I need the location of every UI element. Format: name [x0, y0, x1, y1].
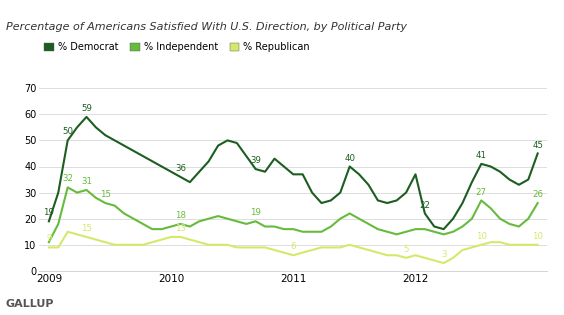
Text: 9: 9 — [46, 234, 51, 243]
Text: 5: 5 — [403, 245, 409, 254]
Text: 36: 36 — [175, 164, 186, 173]
Text: 32: 32 — [62, 175, 73, 183]
Legend: % Democrat, % Independent, % Republican: % Democrat, % Independent, % Republican — [45, 42, 310, 52]
Text: 50: 50 — [62, 128, 73, 136]
Text: 10: 10 — [476, 232, 487, 241]
Text: 10: 10 — [532, 232, 543, 241]
Text: GALLUP: GALLUP — [6, 299, 54, 309]
Text: 15: 15 — [81, 224, 92, 233]
Text: 31: 31 — [81, 177, 92, 186]
Text: 3: 3 — [441, 250, 447, 259]
Text: 41: 41 — [476, 151, 487, 160]
Text: 22: 22 — [420, 201, 430, 209]
Text: 19: 19 — [43, 209, 54, 217]
Text: 19: 19 — [250, 209, 261, 217]
Text: 40: 40 — [344, 154, 355, 163]
Text: 45: 45 — [532, 140, 543, 150]
Text: 13: 13 — [175, 224, 186, 233]
Text: 15: 15 — [100, 190, 111, 199]
Text: 18: 18 — [175, 211, 186, 220]
Text: 59: 59 — [81, 104, 92, 113]
Text: 39: 39 — [250, 156, 261, 165]
Text: 6: 6 — [290, 242, 296, 251]
Text: 27: 27 — [476, 187, 487, 197]
Text: Percentage of Americans Satisfied With U.S. Direction, by Political Party: Percentage of Americans Satisfied With U… — [6, 22, 407, 32]
Text: 26: 26 — [532, 190, 543, 199]
